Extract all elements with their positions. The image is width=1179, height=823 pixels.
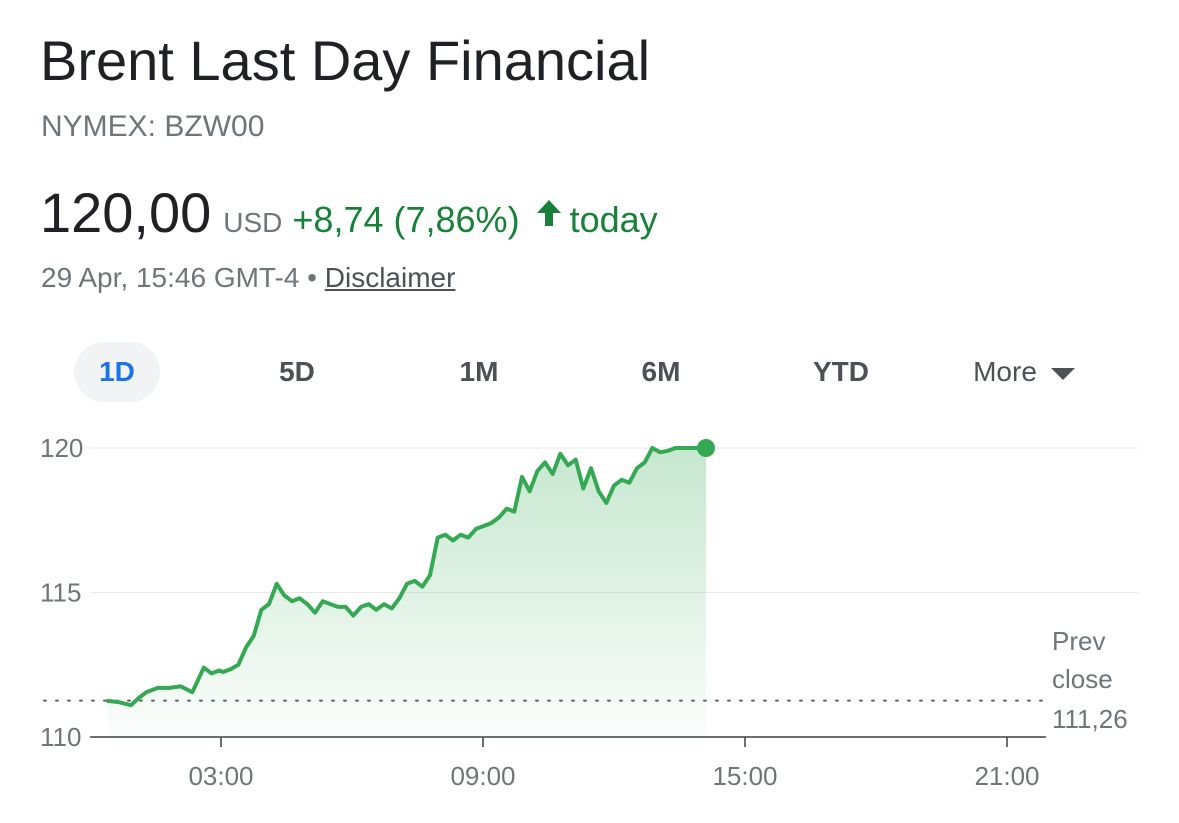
prev-close-value: 111,26 bbox=[1052, 704, 1128, 734]
x-tick-label: 09:00 bbox=[450, 761, 515, 791]
x-tick-label: 21:00 bbox=[974, 761, 1039, 791]
instrument-title: Brent Last Day Financial bbox=[40, 29, 651, 92]
triangle-down-icon bbox=[1050, 367, 1075, 380]
tab-5d[interactable]: 5D bbox=[279, 356, 315, 387]
exchange-ticker: NYMEX: BZW00 bbox=[41, 110, 265, 143]
y-tick-label: 115 bbox=[40, 578, 81, 608]
prev-close-label: Prev bbox=[1052, 626, 1105, 656]
x-tick-label: 15:00 bbox=[712, 761, 777, 791]
disclaimer-link[interactable]: Disclaimer bbox=[324, 262, 456, 293]
quote-timestamp: 29 Apr, 15:46 GMT-4 bbox=[41, 262, 300, 293]
tab-ytd[interactable]: YTD bbox=[813, 356, 869, 387]
price-chart: 110 115 120 03:00 09:00 15:00 21:00 Prev close 11… bbox=[40, 433, 1142, 791]
range-tabs: 1D 5D 1M 6M YTD More bbox=[74, 342, 1114, 402]
tab-1d[interactable]: 1D bbox=[74, 342, 160, 402]
arrow-up-icon bbox=[536, 199, 561, 226]
change-period: today bbox=[569, 199, 658, 240]
meta-separator: • bbox=[307, 262, 317, 293]
tab-1m[interactable]: 1M bbox=[459, 356, 499, 387]
prev-close-label-bg bbox=[1046, 622, 1142, 742]
current-price: 120,00 bbox=[40, 181, 212, 244]
tab-6m[interactable]: 6M bbox=[641, 356, 681, 387]
y-tick-label: 110 bbox=[40, 722, 81, 752]
currency-code: USD bbox=[223, 207, 283, 238]
more-label: More bbox=[973, 356, 1037, 387]
price-change: +8,74 (7,86%) bbox=[292, 199, 520, 240]
last-price-point bbox=[697, 439, 715, 457]
quote-row: 120,00 USD +8,74 (7,86%) today bbox=[40, 180, 658, 245]
x-tick-label: 03:00 bbox=[188, 761, 253, 791]
more-dropdown[interactable]: More bbox=[954, 342, 1094, 402]
price-line bbox=[106, 446, 708, 708]
price-area bbox=[108, 448, 706, 737]
prev-close-label: close bbox=[1052, 664, 1113, 694]
quote-meta: 29 Apr, 15:46 GMT-4 • Disclaimer bbox=[41, 262, 455, 294]
y-tick-label: 120 bbox=[40, 433, 83, 463]
